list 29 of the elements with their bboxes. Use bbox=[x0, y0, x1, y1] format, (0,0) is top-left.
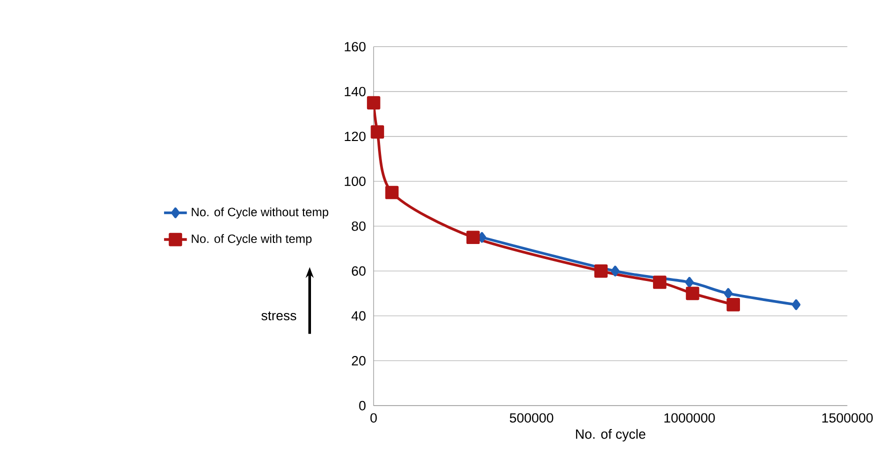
point bbox=[792, 299, 800, 310]
x-tick-label: 0 bbox=[370, 413, 377, 422]
point bbox=[685, 276, 694, 288]
point bbox=[466, 230, 480, 244]
point bbox=[366, 96, 380, 110]
point bbox=[594, 264, 608, 278]
point bbox=[385, 186, 399, 200]
y-tick-label: 0 bbox=[359, 400, 366, 410]
y-tick-label: 60 bbox=[352, 266, 366, 276]
y-tick-label: 120 bbox=[344, 132, 366, 141]
x-tick-label: 500000 bbox=[510, 413, 554, 422]
legend-label: No. of Cycle with temp bbox=[192, 234, 312, 246]
y-axis-title: stress bbox=[261, 311, 296, 320]
y-tick-label: 100 bbox=[344, 176, 366, 186]
x-tick-label: 1500000 bbox=[822, 413, 873, 422]
point bbox=[726, 298, 740, 312]
point bbox=[653, 275, 666, 289]
legend-label: No. of Cycle without temp bbox=[192, 207, 328, 218]
x-axis-title: No. of cycle bbox=[576, 428, 646, 442]
y-tick-label: 80 bbox=[352, 221, 366, 231]
y-tick-label: 20 bbox=[352, 356, 366, 366]
point bbox=[724, 288, 733, 299]
y-tick-label: 140 bbox=[344, 86, 366, 96]
x-tick-label: 1000000 bbox=[664, 413, 715, 422]
point bbox=[686, 286, 700, 300]
point bbox=[610, 266, 620, 276]
point bbox=[370, 125, 384, 138]
y-tick-label: 160 bbox=[344, 42, 366, 52]
y-tick-label: 40 bbox=[352, 311, 366, 320]
